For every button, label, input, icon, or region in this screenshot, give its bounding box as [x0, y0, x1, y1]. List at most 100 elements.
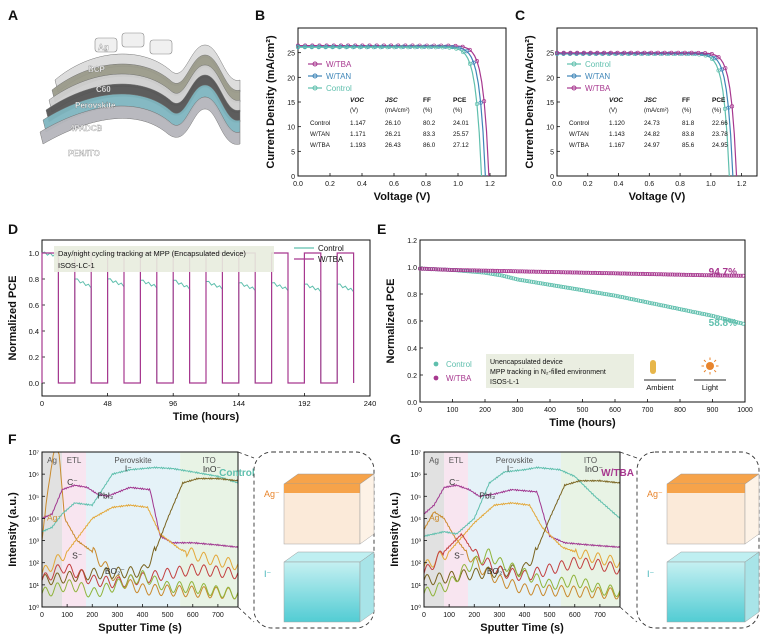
table-cell: 25.57 [453, 131, 469, 138]
data-point [470, 268, 475, 273]
data-point [672, 272, 677, 277]
data-point [534, 269, 539, 274]
data-point [536, 280, 541, 285]
data-point [615, 271, 620, 276]
data-point [543, 269, 548, 274]
jv-marker [461, 50, 466, 55]
data-point [620, 295, 625, 300]
jv-marker [440, 45, 445, 50]
x-tick-label: 0.2 [325, 181, 335, 188]
data-point [706, 273, 711, 278]
table-header: VOC [609, 97, 623, 104]
data-point [443, 267, 448, 272]
annotation-text: MPP tracking in N₂-filled environment [490, 369, 606, 376]
depth-region [62, 452, 86, 607]
data-point [661, 303, 666, 308]
data-point [720, 316, 725, 321]
data-point [518, 277, 523, 282]
data-point [611, 271, 616, 276]
data-point [625, 296, 630, 301]
data-point [688, 272, 693, 277]
data-point [711, 273, 716, 278]
species-label: Control [219, 468, 255, 479]
data-point [574, 287, 579, 292]
y-tick-label: 15 [546, 100, 554, 107]
data-point [713, 314, 718, 319]
y-tick-label: 10⁷ [29, 450, 40, 457]
data-point [520, 278, 525, 283]
y-tick-label: 20 [546, 75, 554, 82]
species-trace [423, 532, 621, 581]
y-axis-label: Normalized PCE [385, 279, 397, 364]
jv-chart-B: 0.0 0.2 0.4 0.6 0.8 1.0 1.2 0 5 10 15 20 25 Voltage (… [265, 27, 507, 203]
x-tick-label: 0.6 [389, 181, 399, 188]
table-cell: W/TBA [310, 142, 331, 149]
data-point [545, 282, 550, 287]
jv-marker [323, 45, 328, 50]
stability-chart: 0 100 200 300 400 500 600 700 800 900 1000 0.0 0.2 0.… [385, 238, 753, 429]
data-point [675, 306, 680, 311]
jv-marker [471, 60, 476, 65]
data-point [609, 271, 614, 276]
table-unit: (%) [682, 108, 691, 114]
data-point [556, 284, 561, 289]
data-point [436, 267, 441, 272]
panel-letter-D: D [8, 221, 18, 237]
data-point [531, 269, 536, 274]
data-point [590, 289, 595, 294]
jv-curve [557, 52, 734, 177]
data-point [625, 271, 630, 276]
jv-marker [662, 50, 667, 55]
data-point [465, 268, 470, 273]
data-point [565, 270, 570, 275]
layer-label: BCP [88, 65, 106, 74]
region-label: Perovskite [496, 456, 534, 465]
jv-marker [482, 99, 487, 104]
x-tick-label: 240 [364, 399, 377, 408]
region-label: Perovskite [114, 456, 152, 465]
table-unit: (%) [423, 108, 432, 114]
legend-marker [312, 61, 318, 67]
jv-marker [608, 50, 613, 55]
x-tick-label: 1.0 [453, 181, 463, 188]
data-point [668, 305, 673, 310]
data-point [627, 296, 632, 301]
table-cell: 22.66 [712, 120, 728, 127]
stack-layer [39, 96, 241, 145]
region-label: ETL [67, 456, 82, 465]
inset-3d-map-G: Ag⁻ I⁻ [619, 451, 760, 629]
sun-ray [713, 359, 717, 363]
panel-letter-E: E [377, 221, 386, 237]
species-label: Ag⁻ [47, 513, 62, 523]
data-point [609, 292, 614, 297]
data-point [486, 268, 491, 273]
table-cell: 1.147 [350, 120, 366, 127]
species-trace [41, 466, 239, 533]
jv-marker [364, 45, 369, 50]
x-tick-label: 400 [137, 612, 149, 619]
y-tick-label: 25 [287, 51, 295, 58]
legend-marker [433, 361, 439, 367]
data-point [631, 297, 636, 302]
data-point [422, 266, 427, 271]
legend-label: W/TBA [318, 255, 344, 264]
jv-marker [615, 50, 620, 55]
data-point [593, 290, 598, 295]
species-label: PbI₂ [97, 491, 113, 501]
legend-marker [571, 73, 577, 79]
cube-top [666, 473, 760, 485]
data-point [543, 282, 548, 287]
icon-label: Light [702, 383, 719, 392]
data-point [481, 268, 486, 273]
y-tick-label: 5 [550, 149, 554, 156]
jv-marker [588, 50, 593, 55]
data-point [584, 288, 589, 293]
data-point [559, 270, 564, 275]
table-cell: Control [310, 120, 330, 127]
data-point [502, 269, 507, 274]
y-tick-label: 10³ [411, 539, 422, 546]
data-point [427, 266, 432, 271]
jv-marker [426, 45, 431, 50]
data-point [725, 273, 730, 278]
data-point [729, 318, 734, 323]
